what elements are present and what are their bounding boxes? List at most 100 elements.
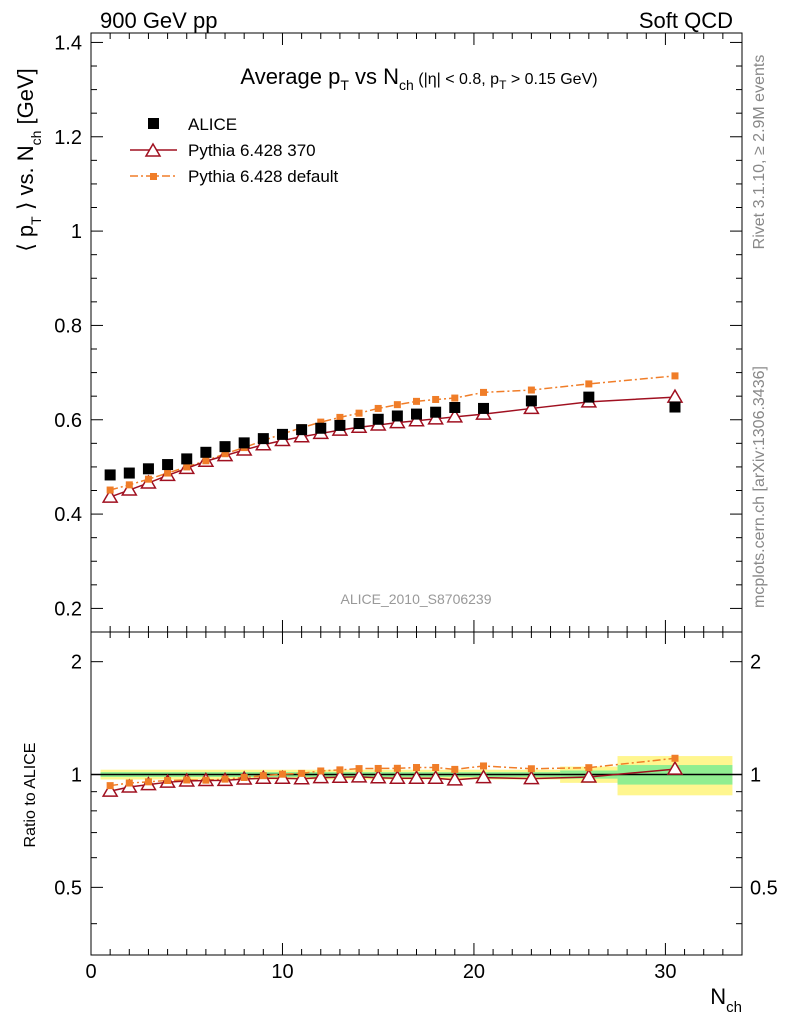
ratio-point-pythia-default [259,772,267,780]
ratio-point-pythia-default [202,776,210,784]
ratio-point-pythia-default [298,769,306,777]
point-pythia-default [355,409,363,417]
main-y-tick-label: 1.2 [54,127,82,149]
main-y-tick-label: 0.6 [54,410,82,432]
point-alice [411,408,422,420]
ratio-point-pythia370 [427,769,444,785]
ratio-point-pythia370 [666,760,684,775]
ratio-point-pythia-default [106,782,114,790]
ratio-point-pythia-default [671,754,679,762]
xlabel-part-a: N [710,984,726,1009]
point-pythia-default [125,481,133,489]
point-pythia-default [432,395,440,403]
point-alice [296,424,308,436]
header-left: 900 GeV pp [100,8,217,33]
analysis-label: ALICE_2010_S8706239 [340,591,491,607]
ratio-point-pythia370 [312,769,330,784]
point-pythia-default [164,469,172,477]
ratio-point-pythia370 [350,768,368,783]
point-alice [583,391,595,403]
point-pythia-default [144,475,152,483]
ratio-y-tick-label: 1 [71,765,82,787]
xlabel-sub-a: ch [726,999,742,1016]
ratio-y-tick-label-right: 2 [750,652,761,674]
point-pythia-default [202,457,210,465]
ratio-y-tick-label: 2 [71,652,82,674]
ratio-point-pythia-default [317,767,325,775]
point-alice [334,419,346,431]
point-pythia370 [408,412,425,427]
x-tick-label: 20 [463,961,485,983]
title-part-a: Average p [240,64,340,89]
title-part-d: > 0.15 GeV) [506,71,597,88]
main-y-axis-label: ⟨ pT ⟩ vs. Nch [GeV] [13,68,44,252]
ratio-point-pythia-default [240,773,248,781]
point-pythia370 [666,388,684,403]
title-sub-b: ch [399,77,414,93]
title-part-c: (|η| < 0.8, p [414,71,499,88]
ratio-point-pythia-default [585,764,593,772]
ratio-point-pythia-default [144,778,152,786]
point-pythia-default [221,450,229,458]
ratio-y-tick-label-right: 0.5 [750,877,778,899]
point-pythia-default [317,418,325,426]
legend-label-pythia-default: Pythia 6.428 default [188,167,339,186]
main-y-tick-label: 0.2 [54,598,82,620]
ratio-point-pythia370 [293,770,310,785]
point-pythia-default [451,394,459,402]
main-y-tick-label: 1 [71,221,82,243]
point-pythia-default [585,380,593,388]
ratio-point-pythia370 [475,769,492,784]
title-sub-c: T [499,78,507,92]
point-pythia370 [293,428,310,443]
point-alice [181,453,193,465]
point-pythia370 [101,488,119,503]
point-alice [123,467,135,479]
ratio-point-pythia370 [408,769,425,785]
point-pythia-default [527,386,535,394]
x-tick-label: 0 [85,961,96,983]
ratio-y-axis-label: Ratio to ALICE [22,743,39,848]
point-pythia370 [120,481,138,496]
point-pythia370 [523,399,540,415]
legend-label-alice: ALICE [188,115,237,134]
point-alice [142,463,154,475]
main-y-tick-label: 0.8 [54,315,82,337]
point-alice [257,433,269,445]
point-alice [391,410,403,422]
ratio-point-pythia-default [527,765,535,773]
chart-title: Average pT vs Nch (|η| < 0.8, pT > 0.15 … [240,64,597,93]
ratio-point-pythia370 [523,770,540,785]
ratio-y-tick-label: 0.5 [54,877,82,899]
point-alice [276,428,288,440]
point-alice [104,469,116,481]
x-axis-label: Nch [710,984,742,1016]
legend-marker-pythia-default [150,173,157,180]
ratio-point-pythia370 [580,768,598,783]
x-tick-label: 10 [271,961,293,983]
ratio-point-pythia370 [369,769,387,784]
ratio-point-pythia-default [393,764,401,772]
ylabel-part-c: [GeV] [13,68,38,130]
point-alice [478,402,490,414]
ratio-point-pythia-default [451,765,459,773]
point-alice [200,446,212,458]
ratio-point-pythia370 [101,782,119,797]
ylabel-sub-a: T [28,216,44,225]
ylabel-part-b: ⟩ vs. N [13,145,38,216]
point-alice [430,406,442,418]
ratio-point-pythia-default [336,766,344,774]
point-pythia-default [671,372,679,380]
title-sub-a: T [340,77,349,93]
point-alice [669,401,681,413]
ratio-point-pythia-default [432,764,440,772]
ratio-point-pythia-default [374,764,382,772]
point-pythia-default [106,486,114,494]
point-alice [162,459,174,471]
ratio-point-pythia-default [355,765,363,773]
main-y-tick-label: 0.4 [54,504,82,526]
title-part-b: vs N [349,64,399,89]
point-alice [449,401,461,413]
ratio-point-pythia-default [413,764,420,772]
